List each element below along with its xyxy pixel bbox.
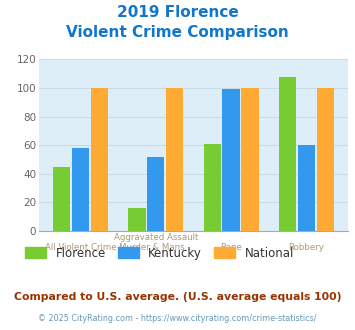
Bar xyxy=(166,88,183,231)
Bar xyxy=(241,88,259,231)
Text: Murder & Mans...: Murder & Mans... xyxy=(119,243,192,251)
Text: All Violent Crime: All Violent Crime xyxy=(45,243,116,251)
Text: Rape: Rape xyxy=(220,243,242,251)
Bar xyxy=(317,88,334,231)
Bar xyxy=(53,167,70,231)
Bar xyxy=(128,208,146,231)
Bar xyxy=(91,88,108,231)
Text: 2019 Florence: 2019 Florence xyxy=(117,5,238,20)
Text: Compared to U.S. average. (U.S. average equals 100): Compared to U.S. average. (U.S. average … xyxy=(14,292,341,302)
Text: Robbery: Robbery xyxy=(289,243,324,251)
Text: © 2025 CityRating.com - https://www.cityrating.com/crime-statistics/: © 2025 CityRating.com - https://www.city… xyxy=(38,314,317,323)
Text: Aggravated Assault: Aggravated Assault xyxy=(114,233,198,242)
Bar xyxy=(72,148,89,231)
Bar xyxy=(223,89,240,231)
Bar xyxy=(298,145,315,231)
Bar xyxy=(204,144,221,231)
Bar xyxy=(147,157,164,231)
Bar xyxy=(279,77,296,231)
Text: Violent Crime Comparison: Violent Crime Comparison xyxy=(66,25,289,40)
Legend: Florence, Kentucky, National: Florence, Kentucky, National xyxy=(20,242,299,264)
